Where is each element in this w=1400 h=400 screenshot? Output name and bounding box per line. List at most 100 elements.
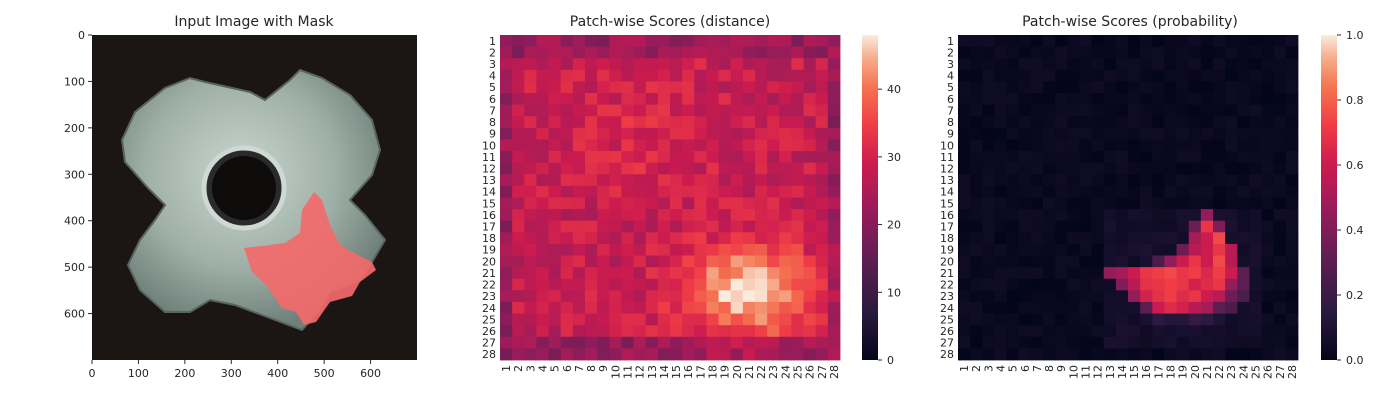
heatmap-cell	[755, 209, 768, 222]
heatmap-cell	[958, 104, 971, 117]
heatmap-cell	[1103, 127, 1117, 140]
heatmap-cell	[1152, 255, 1165, 268]
row-label: 19	[940, 244, 954, 257]
heatmap-cell	[1237, 185, 1250, 198]
heatmap-cell	[730, 174, 744, 187]
heatmap-cell	[958, 209, 971, 222]
heatmap-cell	[1030, 336, 1044, 349]
heatmap-cell	[1213, 162, 1226, 175]
heatmap-cell	[1091, 348, 1105, 361]
heatmap-cell	[1225, 336, 1238, 349]
heatmap-cell	[1213, 301, 1226, 314]
heatmap-cell	[585, 139, 598, 152]
heatmap-cell	[572, 232, 586, 245]
heatmap-cell	[1067, 35, 1080, 48]
heatmap-cell	[970, 209, 983, 222]
heatmap-cell	[1140, 35, 1153, 48]
row-label: 18	[940, 232, 954, 245]
row-label: 17	[482, 221, 496, 234]
heatmap-cell	[1030, 127, 1044, 140]
row-label: 20	[940, 255, 954, 268]
heatmap-cell	[500, 162, 513, 175]
heatmap-cell	[958, 139, 971, 152]
heatmap-cell	[815, 69, 829, 82]
heatmap-cell	[730, 58, 744, 71]
heatmap-cell	[500, 255, 513, 268]
heatmap-cell	[1261, 290, 1275, 303]
heatmap-cell	[1225, 35, 1238, 48]
heatmap-cell	[718, 81, 732, 94]
heatmap-cell	[718, 232, 732, 245]
heatmap-cell	[1091, 290, 1105, 303]
heatmap-cell	[645, 232, 659, 245]
heatmap-cell	[1188, 46, 1202, 59]
heatmap-cell	[657, 301, 671, 314]
heatmap-cell	[827, 174, 841, 187]
heatmap-cell	[970, 185, 983, 198]
heatmap-cell	[730, 348, 744, 361]
heatmap-cell	[1128, 104, 1141, 117]
heatmap-cell	[1079, 232, 1092, 245]
heatmap-cell	[755, 139, 768, 152]
heatmap-cell	[1140, 209, 1153, 222]
heatmap-cell	[597, 336, 610, 349]
heatmap-cell	[982, 243, 995, 256]
probability-colorbar	[1321, 35, 1337, 360]
heatmap-cell	[670, 197, 683, 210]
heatmap-cell	[1261, 93, 1275, 106]
heatmap-cell	[1055, 81, 1068, 94]
heatmap-cell	[1091, 243, 1105, 256]
heatmap-cell	[1176, 255, 1190, 268]
heatmap-cell	[970, 151, 983, 164]
heatmap-cell	[791, 93, 804, 106]
heatmap-cell	[1103, 313, 1117, 326]
heatmap-cell	[1018, 69, 1032, 82]
heatmap-cell	[730, 35, 744, 48]
heatmap-cell	[1249, 46, 1262, 59]
heatmap-cell	[585, 93, 598, 106]
heatmap-cell	[1055, 255, 1068, 268]
heatmap-cell	[1176, 209, 1190, 222]
heatmap-cell	[1164, 301, 1177, 314]
heatmap-cell	[548, 127, 562, 140]
heatmap-cell	[621, 46, 634, 59]
heatmap-cell	[742, 336, 756, 349]
heatmap-cell	[560, 162, 574, 175]
heatmap-cell	[548, 336, 562, 349]
heatmap-cell	[827, 301, 841, 314]
heatmap-cell	[1128, 290, 1141, 303]
heatmap-cell	[1200, 290, 1214, 303]
heatmap-cell	[500, 69, 513, 82]
heatmap-cell	[670, 313, 683, 326]
heatmap-cell	[1006, 69, 1020, 82]
heatmap-cell	[1213, 197, 1226, 210]
heatmap-cell	[779, 174, 792, 187]
heatmap-cell	[982, 104, 995, 117]
heatmap-cell	[730, 232, 744, 245]
heatmap-cell	[621, 81, 634, 94]
heatmap-cell	[621, 69, 634, 82]
heatmap-cell	[1043, 104, 1056, 117]
col-label: 10	[1067, 365, 1080, 379]
heatmap-cell	[982, 116, 995, 129]
heatmap-cell	[1285, 46, 1299, 59]
heatmap-cell	[657, 290, 671, 303]
heatmap-cell	[657, 220, 671, 233]
heatmap-cell	[1188, 336, 1202, 349]
heatmap-cell	[621, 139, 634, 152]
heatmap-cell	[779, 243, 792, 256]
heatmap-cell	[1213, 255, 1226, 268]
heatmap-cell	[994, 209, 1007, 222]
heatmap-cell	[1018, 127, 1032, 140]
chart-title: Patch-wise Scores (distance)	[570, 14, 770, 30]
heatmap-cell	[694, 151, 707, 164]
hole-inner	[212, 156, 276, 220]
heatmap-cell	[1200, 220, 1214, 233]
heatmap-cell	[1176, 325, 1190, 338]
heatmap-cell	[1079, 220, 1092, 233]
heatmap-cell	[670, 151, 683, 164]
heatmap-cell	[536, 290, 549, 303]
heatmap-cell	[982, 174, 995, 187]
heatmap-cell	[609, 162, 622, 175]
heatmap-cell	[779, 313, 792, 326]
